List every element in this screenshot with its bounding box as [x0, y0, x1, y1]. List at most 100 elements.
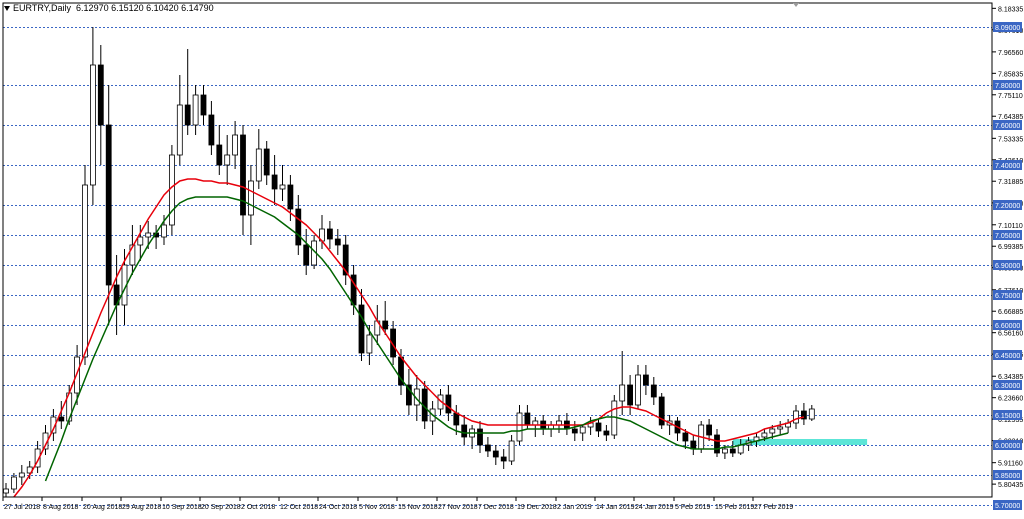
- date-label: 24 Oct 2018: [319, 504, 357, 511]
- date-label: 27 Jul 2018: [4, 504, 40, 511]
- level-label: 6.90000: [995, 263, 1020, 270]
- bear-candle: [643, 374, 649, 386]
- bear-candle: [287, 184, 294, 210]
- date-label: 27 Feb 2019: [754, 504, 793, 511]
- ma-fast-line: [13, 178, 805, 498]
- level-label: 5.70000: [995, 503, 1020, 510]
- date-label: 29 Aug 2018: [122, 504, 161, 511]
- bull-candle: [90, 64, 96, 186]
- bull-candle: [224, 154, 231, 166]
- level-label: 6.75000: [995, 293, 1020, 300]
- price-tick-label: 5.91160: [998, 461, 1023, 468]
- bear-candle: [477, 428, 483, 446]
- date-label: 14 Jan 2019: [596, 504, 635, 511]
- price-tick-label: 6.23660: [998, 396, 1023, 403]
- axes: 8.183358.076107.965607.858357.751107.643…: [2, 2, 1023, 511]
- bear-candle: [492, 450, 499, 458]
- price-tick-label: 7.75110: [998, 93, 1023, 100]
- bull-candle: [3, 488, 9, 494]
- bear-candle: [706, 424, 712, 436]
- level-label: 7.60000: [995, 123, 1020, 130]
- bear-candle: [729, 448, 736, 454]
- level-label-bg: [993, 380, 1022, 390]
- level-label: 6.30000: [995, 383, 1020, 390]
- price-tick-label: 7.31885: [998, 179, 1023, 186]
- price-tick-label: 7.85835: [998, 71, 1023, 78]
- level-label-bg: [993, 80, 1022, 90]
- bear-candle: [571, 428, 578, 434]
- candles: [3, 27, 815, 497]
- scroll-marker-icon: [793, 3, 799, 7]
- bull-candle: [18, 472, 25, 478]
- bear-candle: [358, 304, 365, 354]
- bull-candle: [161, 224, 167, 238]
- price-tick-label: 8.18335: [998, 6, 1023, 13]
- level-label: 7.05000: [995, 233, 1020, 240]
- bear-candle: [390, 328, 397, 358]
- date-label: 10 Sep 2018: [162, 504, 202, 511]
- bull-candle: [10, 476, 17, 490]
- bull-candle: [247, 180, 254, 216]
- date-label: 5 Nov 2018: [359, 504, 395, 511]
- bull-candle: [635, 374, 641, 406]
- bear-candle: [97, 64, 104, 126]
- date-label: 20 Sep 2018: [201, 504, 241, 511]
- bear-candle: [326, 228, 333, 240]
- bull-candle: [176, 104, 183, 156]
- level-label-bg: [993, 410, 1022, 420]
- bear-candle: [105, 124, 112, 286]
- level-label-bg: [993, 290, 1022, 300]
- level-label: 5.85000: [995, 473, 1020, 480]
- bear-candle: [184, 104, 191, 126]
- bear-candle: [240, 134, 246, 216]
- price-tick-label: 6.99385: [998, 244, 1023, 251]
- bull-candle: [366, 334, 373, 354]
- date-label: 5 Feb 2019: [675, 504, 711, 511]
- level-label: 6.45000: [995, 353, 1020, 360]
- price-tick-label: 7.10110: [998, 223, 1023, 230]
- level-label: 8.09000: [995, 25, 1020, 32]
- bear-candle: [271, 174, 278, 190]
- support-zone: [732, 439, 868, 445]
- level-label: 7.80000: [995, 83, 1020, 90]
- bear-candle: [208, 114, 215, 146]
- bull-candle: [761, 432, 768, 438]
- date-label: 12 Oct 2018: [280, 504, 318, 511]
- level-label-bg: [993, 350, 1022, 360]
- level-label: 6.15000: [995, 413, 1020, 420]
- plot-frame: [2, 2, 993, 498]
- date-label: 8 Aug 2018: [43, 504, 79, 511]
- level-lines: [3, 27, 992, 506]
- date-label: 7 Dec 2018: [478, 504, 514, 511]
- bull-candle: [34, 448, 41, 468]
- bear-candle: [295, 208, 302, 246]
- date-label: 19 Dec 2018: [517, 504, 557, 511]
- bull-candle: [82, 184, 88, 358]
- date-label: 2 Jan 2019: [557, 504, 592, 511]
- bear-candle: [603, 430, 610, 436]
- level-label-bg: [993, 160, 1022, 170]
- symbol-label: EURTRY,Daily: [13, 3, 72, 13]
- bear-candle: [524, 412, 531, 426]
- bear-candle: [342, 244, 349, 276]
- level-label-bg: [993, 320, 1022, 330]
- level-label: 7.40000: [995, 163, 1020, 170]
- bull-candle: [722, 448, 728, 454]
- date-label: 27 Nov 2018: [438, 504, 478, 511]
- bull-candle: [255, 148, 262, 182]
- bull-candle: [192, 94, 199, 126]
- bear-candle: [461, 424, 468, 438]
- price-tick-label: 5.80435: [998, 482, 1023, 489]
- bull-candle: [145, 232, 152, 238]
- bull-candle: [619, 384, 626, 402]
- bull-candle: [808, 408, 815, 420]
- bear-candle: [334, 238, 341, 246]
- ohlc-values: 6.12970 6.15120 6.10420 6.14790: [76, 3, 214, 13]
- bear-candle: [200, 94, 207, 116]
- level-label-bg: [993, 500, 1022, 510]
- bear-candle: [445, 394, 452, 414]
- bear-candle: [484, 444, 491, 452]
- price-tick-label: 6.66885: [998, 309, 1023, 316]
